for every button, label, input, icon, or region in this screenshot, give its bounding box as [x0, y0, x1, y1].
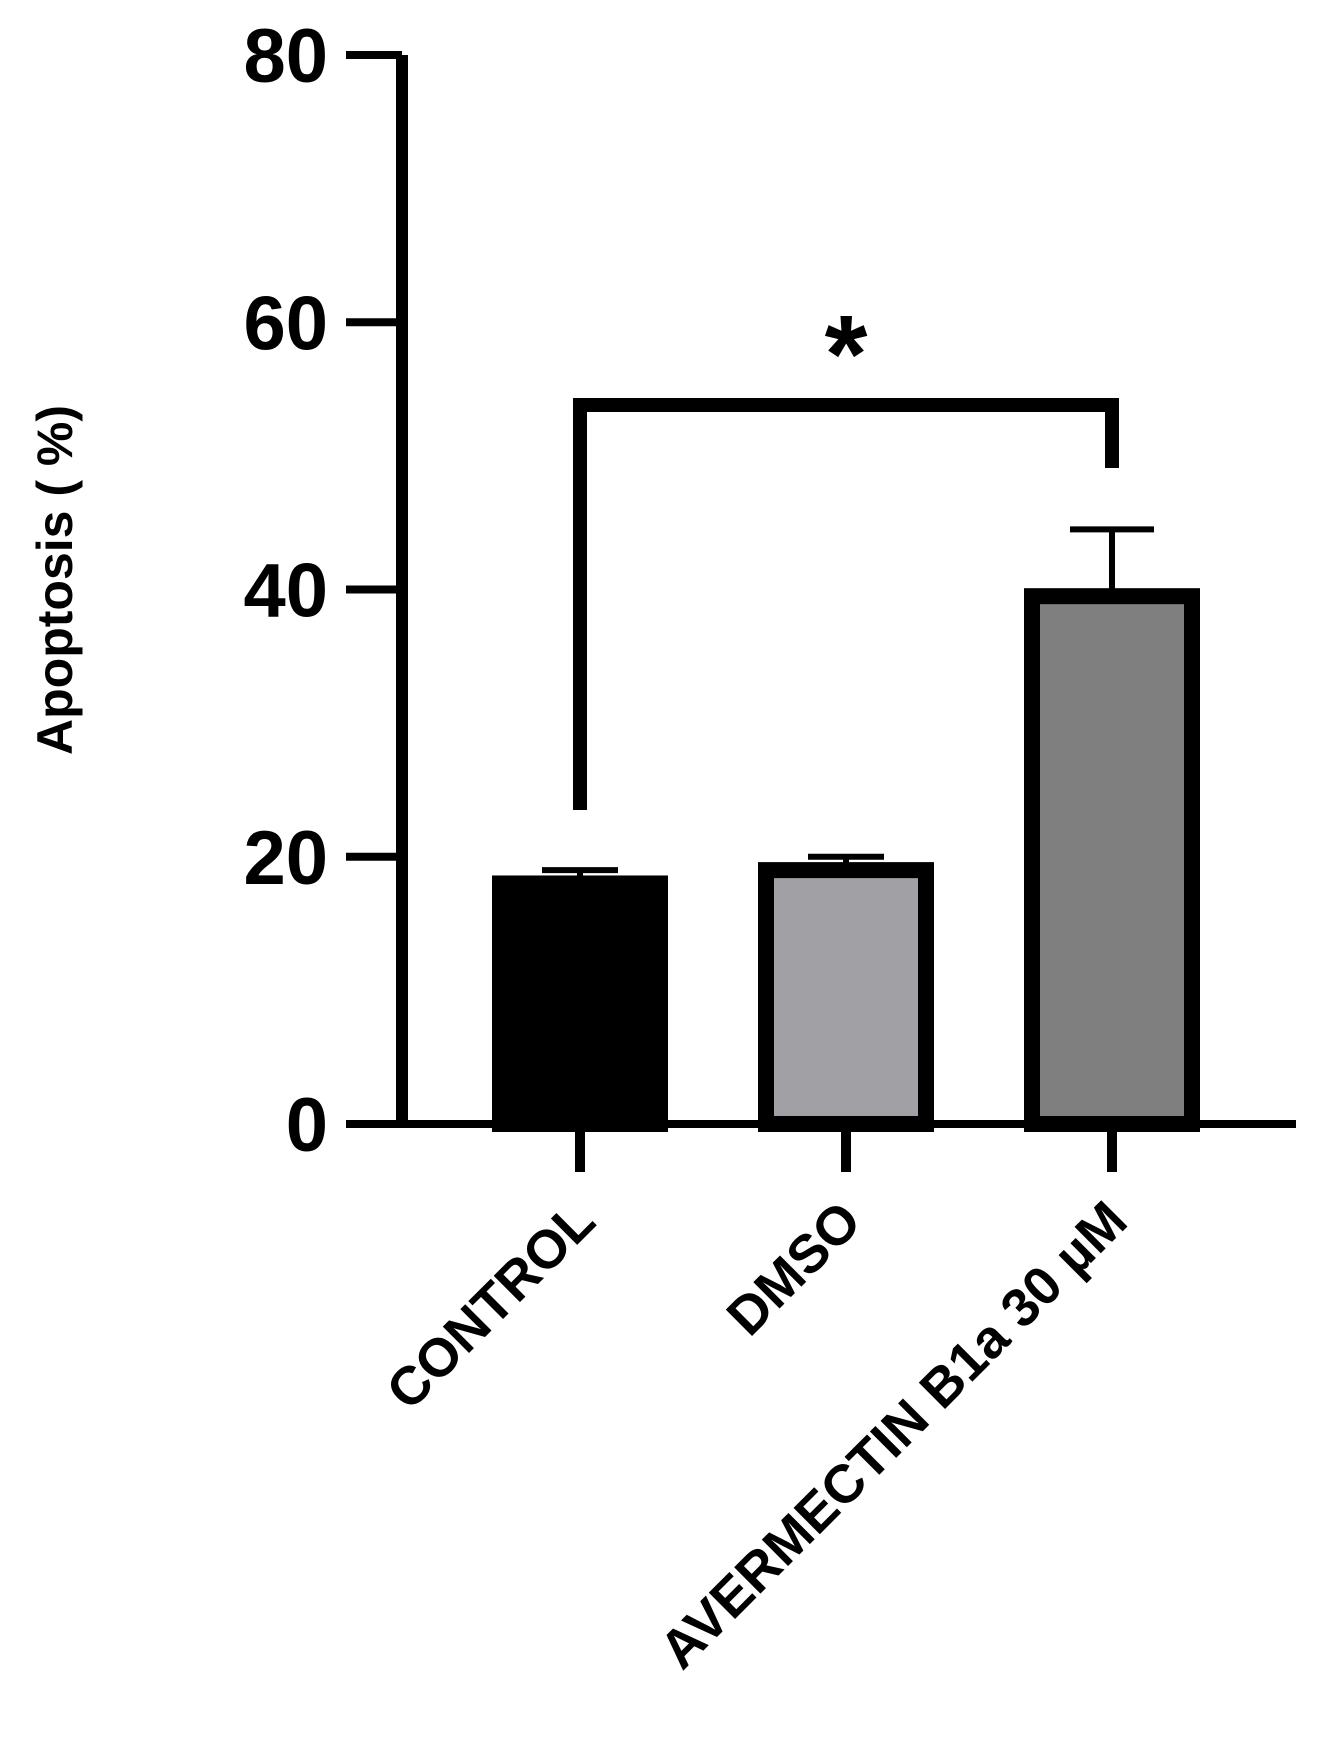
y-tick-label-20: 20 [243, 816, 328, 901]
bar-0 [492, 875, 668, 1132]
significance-star: * [825, 293, 868, 416]
x-category-label-0: CONTROL [375, 1190, 606, 1421]
y-tick-label-60: 60 [243, 281, 328, 366]
bar-2 [1024, 588, 1200, 1132]
significance-bracket [573, 398, 1119, 810]
significance-group: * [573, 293, 1119, 810]
x-category-label-2: AVERMECTIN B1a 30 µM [648, 1190, 1138, 1680]
y-axis-title: Apoptosis ( %) [27, 405, 83, 755]
error-bars-group [542, 526, 1154, 884]
bar-1 [758, 862, 934, 1132]
y-tick-label-80: 80 [243, 14, 328, 99]
y-tick-label-40: 40 [243, 549, 328, 634]
y-ticks-group: 0 20 40 60 80 [243, 14, 402, 1168]
x-category-label-1: DMSO [716, 1190, 873, 1347]
y-tick-label-0: 0 [286, 1083, 328, 1168]
